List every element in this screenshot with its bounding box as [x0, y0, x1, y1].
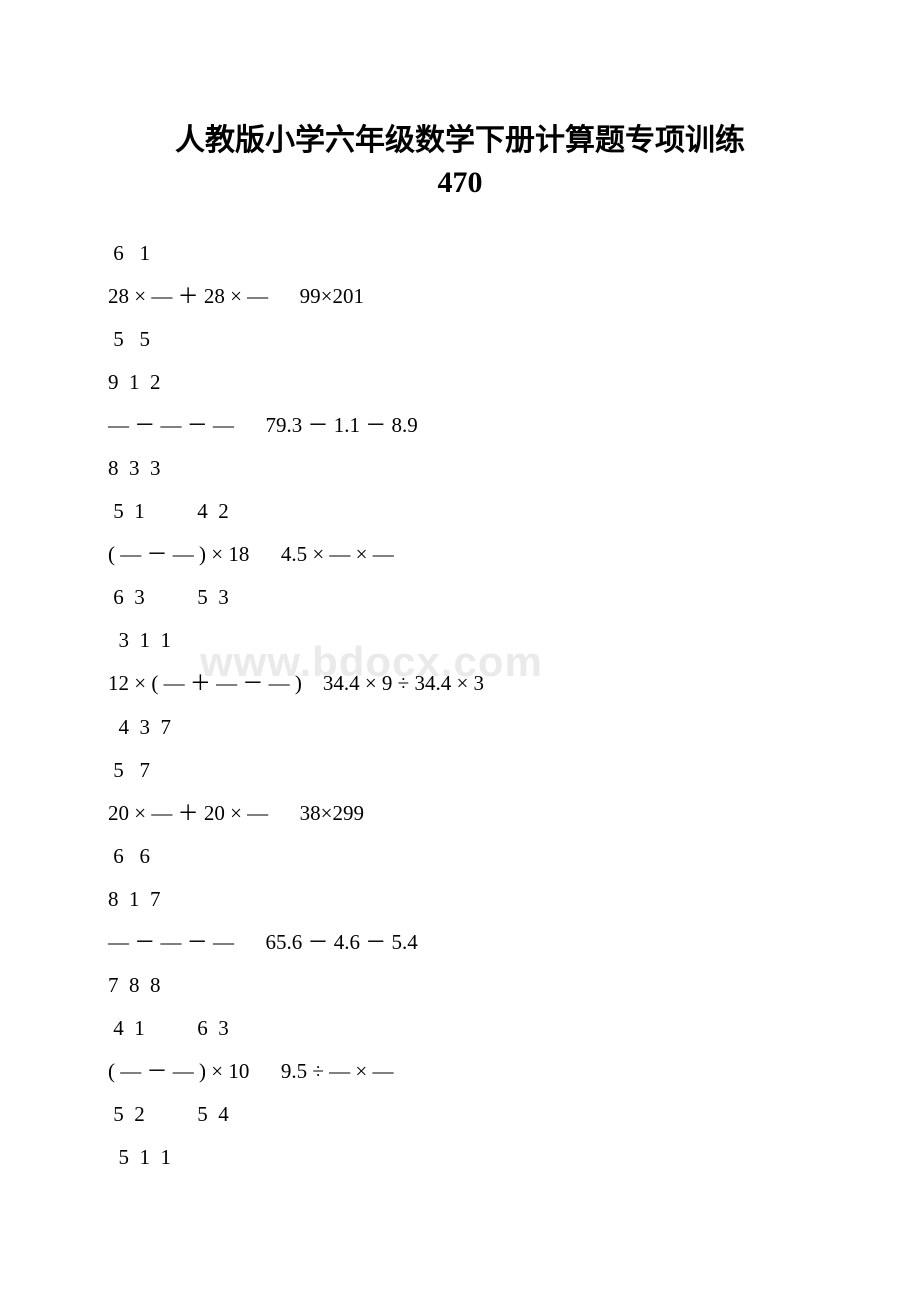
body-line: 6 1 — [108, 232, 820, 275]
body-line: 9 1 2 — [108, 361, 820, 404]
body-line: 7 8 8 — [108, 964, 820, 1007]
body-line: 5 1 1 — [108, 1136, 820, 1179]
body-line: 8 3 3 — [108, 447, 820, 490]
body-line: ( — － — ) × 18 4.5 × — × — — [108, 533, 820, 576]
body-line: 5 5 — [108, 318, 820, 361]
body-line: 3 1 1 — [108, 619, 820, 662]
body-line: 6 6 — [108, 835, 820, 878]
title-line-2: 470 — [100, 162, 820, 204]
body-line: 5 2 5 4 — [108, 1093, 820, 1136]
body-line: 5 7 — [108, 749, 820, 792]
document-page: 人教版小学六年级数学下册计算题专项训练 470 6 1 28 × — ＋ 28 … — [0, 0, 920, 1239]
body-line: ( — － — ) × 10 9.5 ÷ — × — — [108, 1050, 820, 1093]
body-line: 28 × — ＋ 28 × — 99×201 — [108, 275, 820, 318]
body-line: — － — － — 65.6 － 4.6 － 5.4 — [108, 921, 820, 964]
body-line: 5 1 4 2 — [108, 490, 820, 533]
body-line: 12 × ( — ＋ — － — ) 34.4 × 9 ÷ 34.4 × 3 — [108, 662, 820, 705]
body-line: 8 1 7 — [108, 878, 820, 921]
title-line-1: 人教版小学六年级数学下册计算题专项训练 — [100, 120, 820, 162]
body-line: — － — － — 79.3 － 1.1 － 8.9 — [108, 404, 820, 447]
body-line: 4 1 6 3 — [108, 1007, 820, 1050]
body-line: 4 3 7 — [108, 706, 820, 749]
body-line: 6 3 5 3 — [108, 576, 820, 619]
document-body: 6 1 28 × — ＋ 28 × — 99×201 5 5 9 1 2 — －… — [100, 232, 820, 1179]
document-title: 人教版小学六年级数学下册计算题专项训练 470 — [100, 120, 820, 204]
body-line: 20 × — ＋ 20 × — 38×299 — [108, 792, 820, 835]
